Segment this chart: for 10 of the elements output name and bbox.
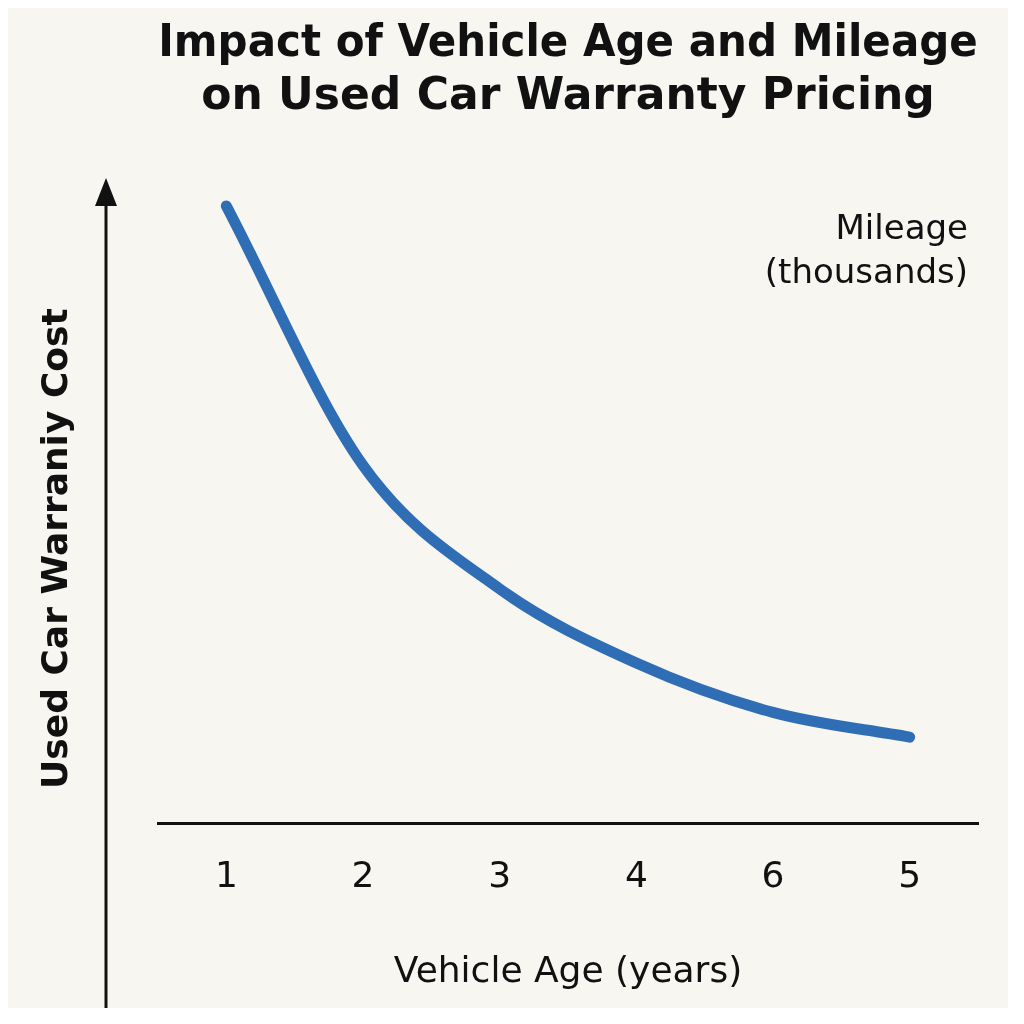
y-axis-title: Used Car Warraniy Cost [34, 308, 76, 789]
x-tick-label: 5 [898, 853, 922, 895]
x-axis-title: Vehicle Age (years) [393, 948, 743, 990]
annotation: Mileage (thousands) [764, 207, 968, 292]
x-tick-label: 1 [214, 853, 238, 895]
x-tick-label: 3 [488, 853, 512, 895]
x-tick-label: 6 [761, 853, 785, 895]
x-tick-label: 4 [624, 853, 648, 895]
x-tick-label: 2 [351, 853, 375, 895]
chart-title: Impact of Vehicle Age and Mileage on Used Car Warranty Pricing [158, 14, 978, 119]
